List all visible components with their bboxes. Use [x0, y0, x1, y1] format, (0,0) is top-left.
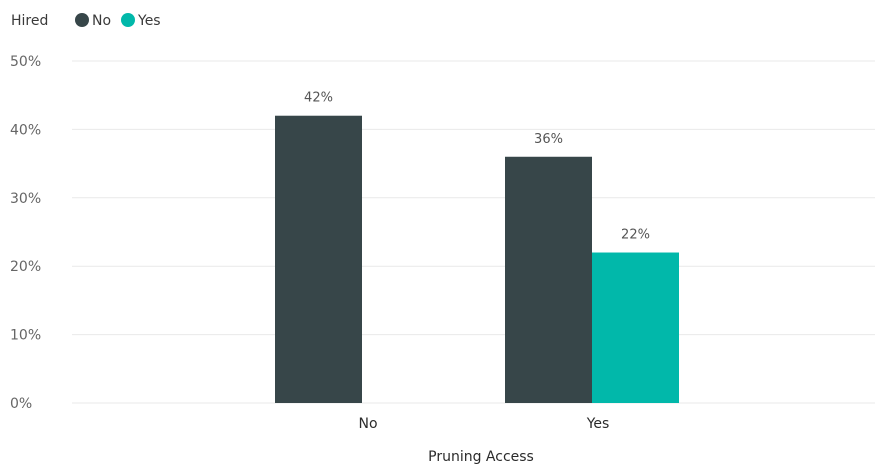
legend-label-no: No — [92, 13, 111, 29]
legend-marker-yes — [121, 13, 135, 27]
y-tick-label: 40% — [10, 122, 41, 138]
legend-label-yes: Yes — [137, 13, 161, 29]
data-labels: 42% 36% 22% — [304, 91, 650, 243]
bar-no-no[interactable] — [275, 115, 362, 403]
y-tick-label: 50% — [10, 54, 41, 70]
gridlines — [72, 60, 875, 404]
x-axis-categories: No Yes — [358, 416, 609, 432]
category-label-yes: Yes — [586, 416, 610, 432]
x-axis-title: Pruning Access — [428, 449, 534, 465]
category-label-no: No — [358, 416, 377, 432]
y-axis-ticks: 0% 10% 20% 30% 40% 50% — [10, 54, 41, 412]
y-tick-label: 20% — [10, 259, 41, 275]
legend-marker-no — [75, 13, 89, 27]
legend-title: Hired — [11, 13, 48, 29]
legend: Hired No Yes — [11, 13, 161, 29]
y-tick-label: 10% — [10, 328, 41, 344]
bars — [275, 115, 679, 403]
bar-yes-yes[interactable] — [592, 252, 679, 403]
data-label-yes-yes: 22% — [621, 228, 650, 243]
data-label-no-no: 42% — [304, 91, 333, 106]
y-tick-label: 30% — [10, 191, 41, 207]
data-label-yes-no: 36% — [534, 132, 563, 147]
y-tick-label: 0% — [10, 396, 32, 412]
bar-yes-no[interactable] — [505, 156, 592, 403]
